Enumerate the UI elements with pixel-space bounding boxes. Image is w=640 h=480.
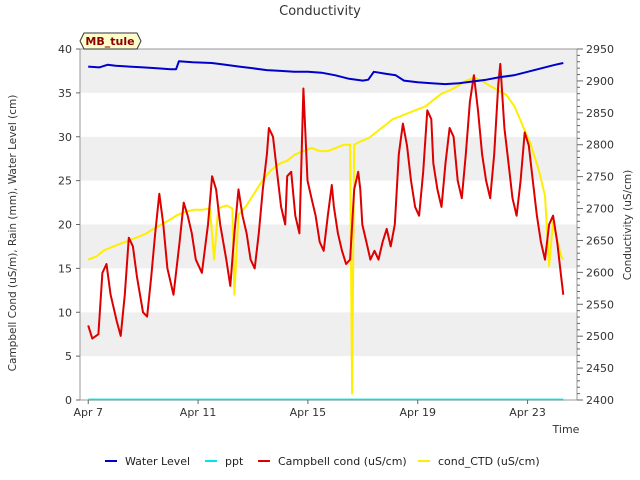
site-badge: MB_tule — [79, 32, 142, 50]
grid-band — [80, 224, 577, 269]
y-left-tick-label: 40 — [58, 43, 72, 56]
grid-band — [80, 268, 577, 313]
x-tick-label: Apr 15 — [290, 406, 327, 419]
grid-band — [80, 312, 577, 357]
y-left-tick-label: 35 — [58, 87, 72, 100]
x-tick-label: Apr 23 — [509, 406, 546, 419]
y-right-tick-label: 2850 — [586, 107, 614, 120]
y-axis-right-label: Conductivity (uS/cm) — [622, 170, 634, 280]
y-left-tick-label: 25 — [58, 175, 72, 188]
x-tick-label: Apr 7 — [73, 406, 103, 419]
y-right-tick-label: 2750 — [586, 171, 614, 184]
y-left-tick-label: 5 — [65, 350, 72, 363]
y-left-tick-label: 20 — [58, 219, 72, 232]
legend-label: cond_CTD (uS/cm) — [438, 455, 540, 468]
site-badge-label: MB_tule — [85, 35, 134, 48]
y-left-tick-label: 30 — [58, 131, 72, 144]
legend: Water Level ppt Campbell cond (uS/cm) cond_… — [105, 455, 540, 468]
x-tick-label: Apr 11 — [180, 406, 217, 419]
x-tick-label: Apr 19 — [399, 406, 436, 419]
y-right-tick-label: 2800 — [586, 139, 614, 152]
legend-label: ppt — [225, 455, 244, 468]
y-left-tick-label: 0 — [65, 394, 72, 407]
chart-title: Conductivity — [279, 4, 361, 19]
y-right-tick-label: 2400 — [586, 394, 614, 407]
y-axis-left-label: Campbell Cond (uS/m), Rain (mm), Water L… — [7, 95, 19, 372]
y-right-tick-label: 2450 — [586, 362, 614, 375]
y-right-tick-label: 2950 — [586, 43, 614, 56]
legend-label: Campbell cond (uS/cm) — [278, 455, 407, 468]
grid-band — [80, 356, 577, 400]
y-right-tick-label: 2500 — [586, 330, 614, 343]
grid-band — [80, 92, 577, 137]
y-right-tick-label: 2900 — [586, 75, 614, 88]
right-y-axis: 2400 2450 2500 2550 2600 2650 2700 2750 2800 2850… — [577, 43, 614, 407]
x-axis-label: Time — [552, 423, 580, 436]
series-line-water-level — [88, 60, 564, 86]
legend-label: Water Level — [125, 455, 190, 468]
y-right-tick-label: 2650 — [586, 234, 614, 247]
y-right-tick-label: 2600 — [586, 266, 614, 279]
y-right-tick-label: 2550 — [586, 298, 614, 311]
grid-band — [80, 136, 577, 181]
y-left-tick-label: 10 — [58, 306, 72, 319]
left-y-axis: 0 5 10 15 20 25 30 35 40 — [58, 43, 80, 407]
y-left-tick-label: 15 — [58, 262, 72, 275]
x-axis: Apr 7 Apr 11 Apr 15 Apr 19 Apr 23 — [73, 400, 546, 419]
grid-band — [80, 49, 577, 93]
series-line-campbell-cond-us-cm — [87, 62, 565, 340]
y-right-tick-label: 2700 — [586, 203, 614, 216]
